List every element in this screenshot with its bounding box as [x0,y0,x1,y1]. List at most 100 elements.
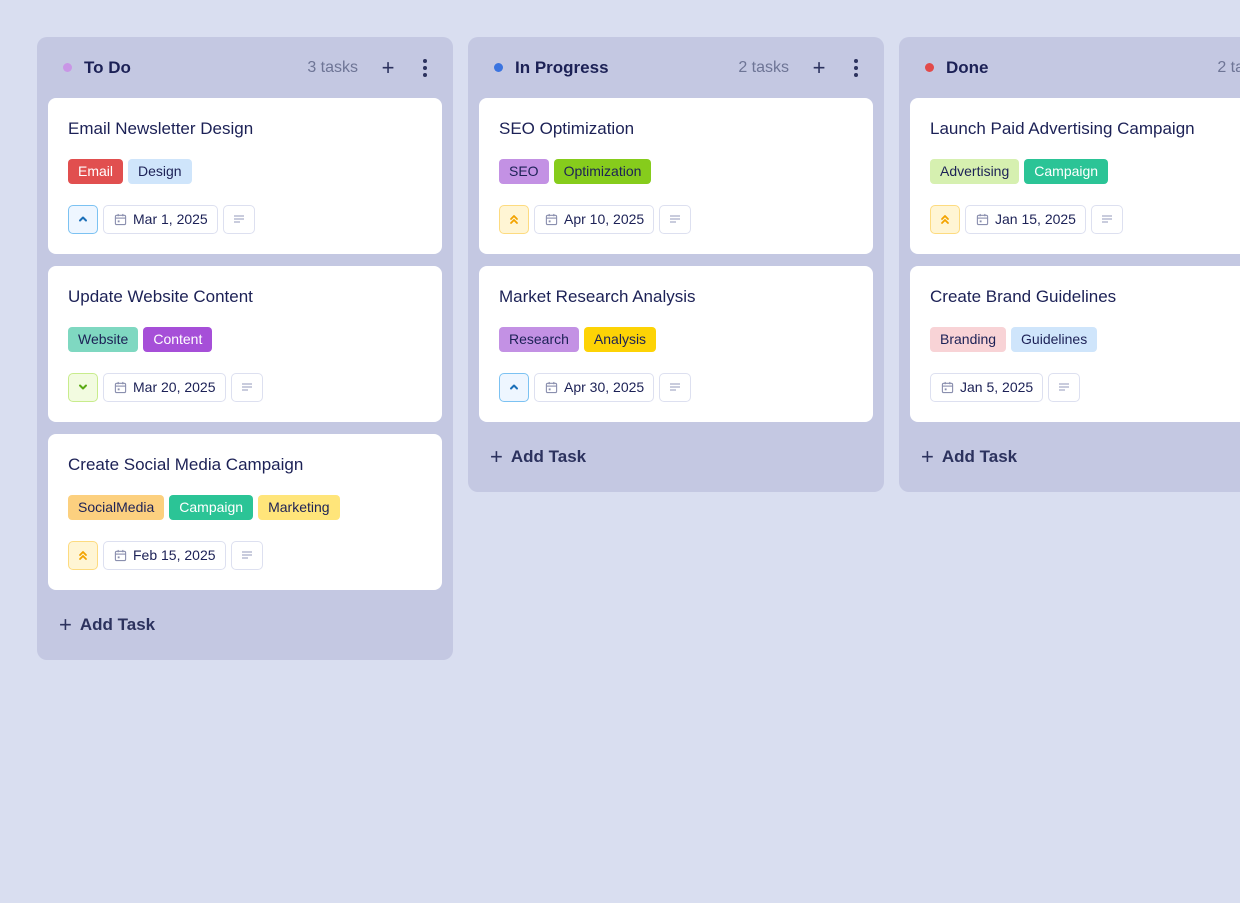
tag-list: Research Analysis [499,327,853,352]
calendar-icon [114,549,127,562]
calendar-icon [976,213,989,226]
due-date-label: Jan 15, 2025 [995,211,1076,227]
due-date-button[interactable]: Feb 15, 2025 [103,540,226,570]
task-title: Email Newsletter Design [68,119,254,138]
description-button[interactable] [659,204,692,234]
due-date-button[interactable]: Apr 30, 2025 [534,372,655,402]
double-chevron-up-icon [77,549,89,561]
description-button[interactable] [222,204,255,234]
double-chevron-up-icon [508,213,520,225]
task-title: SEO Optimization [499,119,635,138]
task-card[interactable]: Market Research Analysis Research Analysis… [479,266,873,422]
plus-icon: + [490,444,503,469]
description-lines-icon [1101,214,1113,224]
calendar-icon [545,381,558,394]
tag-badge: Analysis [583,327,657,352]
due-date-button[interactable]: Apr 10, 2025 [534,204,655,234]
column-title: In Progress [515,57,609,77]
tag-badge: Content [143,327,213,352]
task-title: Create Brand Guidelines [930,287,1117,306]
task-meta: Jan 15, 2025 [930,204,1240,234]
tag-badge: Branding [930,327,1007,352]
description-button[interactable] [1090,204,1123,234]
task-meta: Apr 10, 2025 [499,204,853,234]
task-meta: Feb 15, 2025 [68,540,422,570]
add-task-button[interactable]: + Add Task [479,422,873,492]
tag-badge: Marketing [258,495,340,520]
task-card[interactable]: Create Brand Guidelines Branding Guideline… [910,266,1240,422]
column-header: To Do 3 tasks + [48,37,442,98]
column-header: In Progress 2 tasks + [479,37,873,98]
priority-button[interactable] [499,372,529,402]
kanban-board: To Do 3 tasks + Email Newsletter Design Emai… [37,37,1240,660]
task-title: Launch Paid Advertising Campaign [930,119,1195,138]
add-task-button[interactable]: + Add Task [910,422,1240,492]
priority-button[interactable] [499,204,529,234]
description-lines-icon [233,214,245,224]
description-button[interactable] [1048,372,1081,402]
due-date-button[interactable]: Jan 5, 2025 [930,372,1044,402]
add-task-plus-button[interactable]: + [812,54,826,80]
calendar-icon [114,381,127,394]
task-card[interactable]: Email Newsletter Design Email Design Mar 1,… [48,98,442,254]
description-lines-icon [241,382,253,392]
due-date-button[interactable]: Jan 15, 2025 [965,204,1086,234]
tag-badge: Email [68,159,124,184]
chevron-down-icon [77,381,89,393]
task-card[interactable]: Update Website Content Website Content Mar … [48,266,442,422]
add-task-button[interactable]: + Add Task [48,590,442,660]
due-date-label: Mar 20, 2025 [133,379,216,395]
column-header: Done 2 tasks [910,37,1240,98]
description-button[interactable] [230,540,263,570]
due-date-button[interactable]: Mar 1, 2025 [103,204,218,234]
column-title: Done [946,57,989,77]
column-done: Done 2 tasks Launch Paid Advertising Campa… [899,37,1240,492]
add-task-label: Add Task [510,447,587,466]
task-title: Update Website Content [68,287,253,306]
due-date-label: Apr 10, 2025 [564,211,645,227]
task-card[interactable]: Launch Paid Advertising Campaign Advertis… [910,98,1240,254]
column-in-progress: In Progress 2 tasks + SEO Optimization SEO Op… [468,37,884,492]
task-card[interactable]: Create Social Media Campaign SocialMedia C… [48,434,442,590]
due-date-button[interactable]: Mar 20, 2025 [103,372,226,402]
priority-button[interactable] [68,372,98,402]
description-lines-icon [669,382,681,392]
status-dot-icon [925,63,934,72]
tag-list: Website Content [68,327,422,352]
tag-badge: Guidelines [1011,327,1098,352]
add-task-plus-button[interactable]: + [381,54,395,80]
due-date-label: Feb 15, 2025 [133,547,216,563]
description-button[interactable] [659,372,692,402]
task-title: Create Social Media Campaign [68,455,304,474]
more-options-icon[interactable] [422,58,428,77]
chevron-up-icon [77,213,89,225]
description-button[interactable] [230,372,263,402]
tag-list: SEO Optimization [499,159,853,184]
priority-button[interactable] [930,204,960,234]
task-count: 2 tasks [1217,58,1240,76]
tag-badge: SEO [499,159,549,184]
task-meta: Mar 20, 2025 [68,372,422,402]
calendar-icon [114,213,127,226]
due-date-label: Jan 5, 2025 [960,379,1034,395]
task-meta: Jan 5, 2025 [930,372,1240,402]
tag-list: Email Design [68,159,422,184]
tag-badge: Research [499,327,579,352]
tag-badge: Design [128,159,192,184]
more-options-icon[interactable] [853,58,859,77]
tag-badge: Website [68,327,139,352]
tag-badge: Optimization [553,159,652,184]
plus-icon: + [921,444,934,469]
column-title: To Do [84,57,131,77]
status-dot-icon [63,63,72,72]
description-lines-icon [669,214,681,224]
double-chevron-up-icon [939,213,951,225]
calendar-icon [941,381,954,394]
priority-button[interactable] [68,204,98,234]
priority-button[interactable] [68,540,98,570]
status-dot-icon [494,63,503,72]
task-card[interactable]: SEO Optimization SEO Optimization Apr 10, 2… [479,98,873,254]
chevron-up-icon [508,381,520,393]
due-date-label: Apr 30, 2025 [564,379,645,395]
add-task-label: Add Task [941,447,1018,466]
